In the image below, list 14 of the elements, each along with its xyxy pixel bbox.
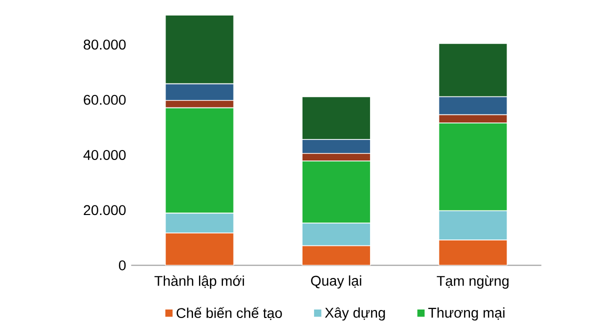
bar	[302, 245, 371, 266]
y-tick-label: 80.000	[84, 40, 126, 50]
x-tick-label: Thành lập mới	[154, 276, 244, 289]
bar	[438, 240, 508, 266]
bar	[164, 232, 234, 266]
y-tick-label: 40.000	[83, 150, 126, 160]
y-tick-label: 0	[118, 260, 126, 270]
x-tick-label: Quay lại	[311, 276, 362, 289]
y-tick-label: 60.000	[84, 94, 126, 105]
legend-label: Chế biến chế tạo	[176, 307, 282, 320]
y-tick-label: 20.000	[84, 205, 126, 216]
legend-label: Xây dựng	[324, 307, 385, 321]
x-tick-label: Tạm ngừng	[436, 276, 509, 289]
legend-label: Thương mại	[428, 307, 504, 321]
